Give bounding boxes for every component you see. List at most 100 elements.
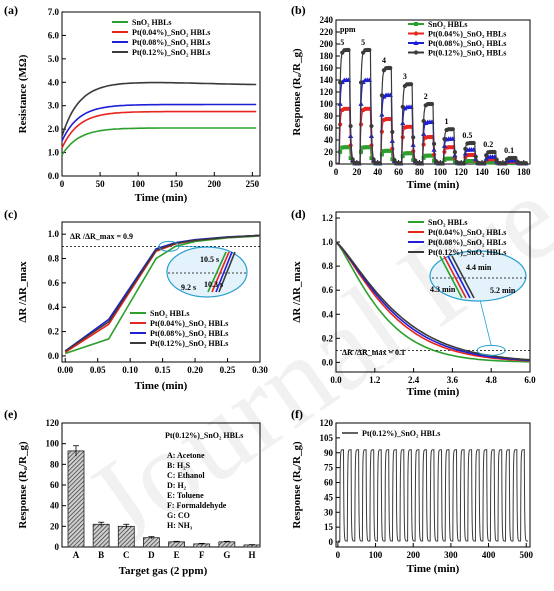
- panel-b-data-marker: [388, 65, 393, 71]
- panel-b-concentration-label: 2: [424, 92, 428, 101]
- panel-e-ylabel: Response (Rₐ/R_g): [17, 441, 29, 529]
- panel-b-ytick-label: 80: [324, 111, 334, 121]
- panel-b-ytick-label: 100: [320, 99, 334, 109]
- panel-a-ytick-label: 0.0: [48, 171, 60, 181]
- panel-b-data-marker: [452, 150, 458, 155]
- panel-b-concentration-label: 4: [382, 56, 386, 65]
- panel-e-ytick-label: 120: [46, 418, 60, 428]
- panel-e-key-entry: E: Toluene: [167, 491, 204, 500]
- panel-b-data-marker: [411, 158, 416, 163]
- panel-b-data-marker: [446, 156, 451, 161]
- panel-e-key-entry: H: NH₃: [167, 521, 193, 530]
- legend-entry: Pt(0.04%)_SnO₂ HBLs: [428, 30, 506, 39]
- panel-d-inset: 4.4 min 4.3 min 5.2 min: [429, 250, 527, 356]
- panel-e-ytick-label: 0: [55, 542, 60, 552]
- panel-b-data-marker: [400, 104, 405, 109]
- legend-entry: SnO₂ HBLs: [132, 18, 172, 27]
- panel-b-data-marker: [421, 118, 426, 124]
- panel-d-ytick-label: 1.2: [322, 213, 334, 223]
- panel-b-data-marker: [408, 82, 414, 87]
- panel-a-ytick-label: 4.0: [48, 77, 60, 87]
- panel-d-zoom-connector: [479, 299, 492, 346]
- panel-f-ytick-label: 75: [324, 463, 334, 473]
- panel-b-ytick-label: 240: [320, 15, 334, 25]
- panel-b-data-marker: [369, 123, 374, 129]
- panel-a-ytick-label: 3.0: [48, 101, 60, 111]
- panel-d-xtick-label: 1.2: [369, 375, 381, 385]
- panel-b-data-marker: [473, 154, 478, 159]
- panel-b-xlabel: Time (min): [407, 179, 460, 191]
- panel-c-inset: 10.5 s 9.2 s 10.3 s: [158, 240, 248, 298]
- panel-b-ytick-label: 0: [329, 159, 334, 169]
- panel-e-ytick-label: 60: [50, 480, 60, 490]
- panel-b-xtick-label: 80: [415, 167, 425, 177]
- panel-e-bar: [92, 523, 110, 548]
- panel-b-data-marker: [369, 156, 374, 161]
- panel-e-ticks: 0 20 40 60 80 100 120: [46, 418, 66, 552]
- panel-b-data-marker: [467, 159, 472, 164]
- panel-a-ytick-label: 6.0: [48, 30, 60, 40]
- panel-d-series-line: [335, 241, 531, 362]
- legend-marker: [413, 40, 419, 45]
- panel-c-inset-line: [211, 251, 230, 293]
- panel-a-ylabel: Resistance (MΩ): [17, 54, 29, 133]
- panel-b-concentration-label: 3: [403, 72, 407, 81]
- panel-b-data-marker: [359, 149, 364, 154]
- panel-e-category-label: C: [123, 550, 130, 560]
- panel-b-lines: [336, 47, 529, 166]
- legend-entry: Pt(0.08%)_SnO₂ HBLs: [428, 238, 506, 247]
- panel-d-inset-line: [439, 255, 463, 299]
- panel-d-inset-line: [451, 255, 475, 299]
- legend-entry: Pt(0.04%)_SnO₂ HBLs: [150, 319, 228, 328]
- panel-c-ytick-label: 0.0: [48, 351, 60, 361]
- panel-b-concentration-label: 1: [445, 117, 449, 126]
- panel-b-data-marker: [390, 157, 395, 162]
- panel-b-concentration-label: 0.5: [462, 131, 472, 140]
- panel-e-label: (e): [4, 407, 17, 421]
- panel-f-ytick-label: 45: [324, 492, 334, 502]
- panel-e-bar: [218, 541, 236, 548]
- panel-c-xlabel: Time (min): [135, 380, 188, 392]
- panel-b-data-marker: [450, 127, 455, 132]
- panel-b-data-marker: [452, 159, 457, 164]
- panel-b-xtick-label: 60: [394, 167, 404, 177]
- legend-entry: Pt(0.12%)_SnO₂ HBLs: [362, 429, 440, 438]
- panel-b-data-marker: [429, 101, 435, 107]
- panel-c-inset-label: 9.2 s: [181, 283, 196, 292]
- panel-b-xtick-label: 140: [475, 167, 489, 177]
- panel-c-xtick-label: 0.05: [90, 365, 106, 375]
- panel-b-data-marker: [421, 155, 426, 160]
- panel-c-ylabel: ΔR /ΔR_max: [17, 261, 29, 323]
- panel-d-inset-label: 4.3 min: [430, 285, 456, 294]
- panel-e-category-label: A: [73, 550, 80, 560]
- panel-c-xtick-label: 0.25: [220, 365, 236, 375]
- panel-e-ytick-label: 40: [50, 501, 60, 511]
- panel-b-xtick-label: 20: [352, 167, 362, 177]
- panel-b-xtick-label: 100: [434, 167, 448, 177]
- panel-b-data-marker: [484, 160, 489, 165]
- panel-b-data-marker: [463, 159, 468, 164]
- panel-b-data-marker: [346, 47, 351, 53]
- panel-e-bar: [168, 541, 185, 548]
- panel-f-xtick-label: 100: [369, 550, 383, 560]
- panel-a-ticks: 0 50 100 150 200 250 0.0 1.0 2.0 3.0 4.0 5.0 6.0 7.0: [48, 7, 260, 189]
- panel-b-data-marker: [450, 156, 455, 161]
- panel-b-ytick-label: 120: [320, 87, 334, 97]
- panel-d-xtick-label: 3.6: [447, 375, 459, 385]
- panel-a-ytick-label: 7.0: [48, 7, 60, 17]
- legend-entry: Pt(0.12%)_SnO₂ HBLs: [428, 248, 506, 257]
- panel-f-legend: Pt(0.12%)_SnO₂ HBLs: [342, 429, 440, 438]
- panel-b-data-marker: [461, 161, 466, 166]
- panel-a: (a) 0 50 100 150 200 250 0.0 1.0 2.0 3.0 4.0 5.0 6.0…: [4, 3, 261, 204]
- panel-b-data-marker: [342, 145, 347, 150]
- panel-b-data-marker: [402, 151, 407, 156]
- panel-d-frame: [335, 211, 531, 373]
- panel-e-key-entry: G: CO: [167, 511, 190, 520]
- panel-b-xtick-label: 160: [496, 167, 510, 177]
- panel-f-ytick-label: 60: [324, 478, 334, 488]
- panel-b-data-marker: [346, 145, 351, 150]
- legend-marker: [413, 31, 419, 36]
- panel-a-series-line: [61, 81, 257, 137]
- panel-b-data-marker: [384, 148, 389, 153]
